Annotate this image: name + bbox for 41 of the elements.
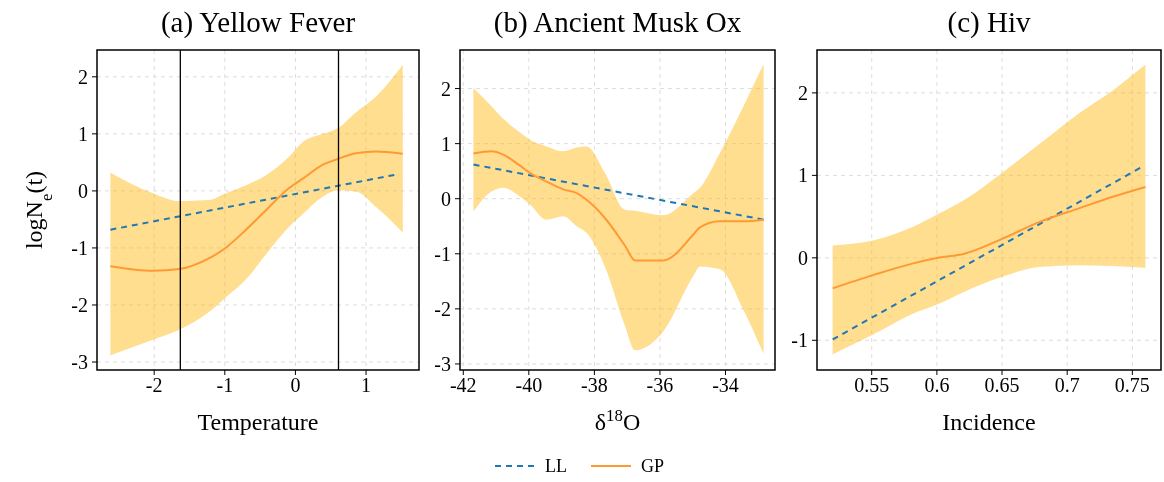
x-tick-label: 1 bbox=[361, 374, 372, 396]
line-series bbox=[472, 150, 765, 262]
x-tick-label: 0.65 bbox=[984, 374, 1020, 396]
y-tick-label: 0 bbox=[441, 187, 451, 210]
x-axis-title: Temperature bbox=[197, 409, 319, 435]
y-tick-label: -2 bbox=[434, 297, 451, 320]
x-tick-label: -40 bbox=[515, 374, 543, 396]
y-tick-label: 2 bbox=[78, 65, 88, 88]
y-tick-label: 0 bbox=[798, 246, 808, 269]
y-tick-label: 1 bbox=[798, 164, 808, 187]
y-tick-label: 0 bbox=[78, 179, 88, 202]
x-tick-label: -42 bbox=[449, 374, 477, 396]
line-series bbox=[831, 185, 1147, 290]
legend-label: LL bbox=[545, 456, 567, 476]
y-tick-label: -3 bbox=[71, 351, 88, 374]
y-tick-label: 2 bbox=[441, 77, 451, 100]
x-tick-label: 0.75 bbox=[1114, 374, 1150, 396]
x-tick-label: -36 bbox=[646, 374, 674, 396]
chart-title: (c) Hiv bbox=[947, 6, 1031, 39]
y-tick-label: 1 bbox=[78, 122, 88, 145]
y-tick-label: -2 bbox=[71, 293, 88, 316]
y-tick-label: -1 bbox=[791, 329, 808, 352]
y-tick-label: -1 bbox=[71, 236, 88, 259]
legend-label: GP bbox=[641, 456, 665, 476]
x-tick-label: -34 bbox=[712, 374, 739, 396]
x-tick-label: -2 bbox=[145, 374, 163, 396]
chart-title: (a) Yellow Fever bbox=[160, 6, 356, 39]
x-tick-label: -1 bbox=[216, 374, 234, 396]
x-tick-label: 0 bbox=[290, 374, 301, 396]
y-tick-label: 1 bbox=[441, 132, 451, 155]
x-tick-label: -38 bbox=[581, 374, 608, 396]
x-tick-label: 0.55 bbox=[854, 374, 890, 396]
y-tick-label: -3 bbox=[434, 352, 451, 375]
y-tick-label: 2 bbox=[798, 81, 808, 104]
x-tick-label: 0.7 bbox=[1054, 374, 1080, 396]
x-axis-title: Incidence bbox=[942, 409, 1036, 435]
x-axis-title: δ$^{18}$O bbox=[594, 405, 641, 435]
x-tick-label: 0.6 bbox=[924, 374, 950, 396]
chart-title: (b) Ancient Musk Ox bbox=[493, 6, 742, 39]
y-tick-label: -1 bbox=[434, 242, 451, 265]
line-series bbox=[109, 150, 404, 272]
